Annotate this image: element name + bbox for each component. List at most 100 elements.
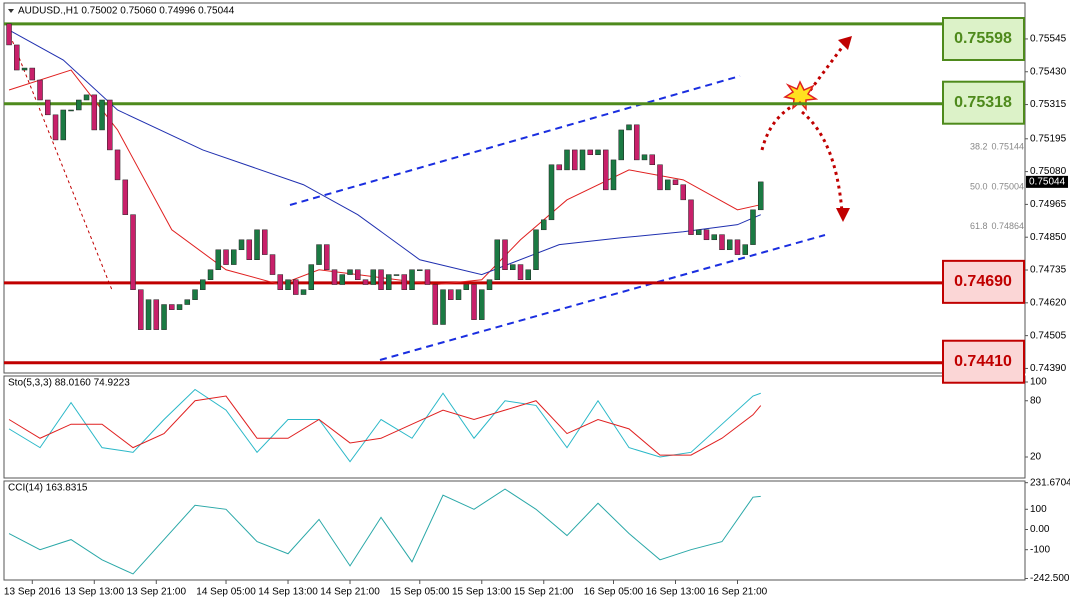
candle xyxy=(285,279,291,290)
candle xyxy=(83,94,90,101)
candle xyxy=(145,299,152,330)
level-box xyxy=(942,339,1025,384)
x-tick-label: 14 Sep 21:00 xyxy=(320,587,380,598)
candle xyxy=(579,149,586,171)
arrow-head xyxy=(838,36,852,50)
arrow-path xyxy=(760,102,797,151)
candle xyxy=(331,269,338,285)
arrow-head xyxy=(836,208,850,222)
candle xyxy=(510,264,516,270)
candle xyxy=(633,124,640,161)
chart-title: AUDUSD.,H1 0.75002 0.75060 0.74996 0.750… xyxy=(18,6,235,17)
y-tick-label: 0.74735 xyxy=(1030,265,1067,276)
y-tick-label: 100 xyxy=(1030,377,1047,388)
y-tick-label: 0.00 xyxy=(1030,524,1050,535)
candle xyxy=(254,229,260,260)
candle xyxy=(308,264,315,290)
candle xyxy=(37,79,43,101)
candle xyxy=(626,124,632,131)
candle xyxy=(269,254,276,275)
candle xyxy=(424,269,431,285)
candle xyxy=(657,164,663,191)
candle xyxy=(517,264,524,280)
fib-price: 0.74864 xyxy=(992,222,1025,232)
candle xyxy=(277,274,284,290)
y-tick-label: 100 xyxy=(1030,504,1047,515)
candle xyxy=(378,269,384,290)
moving-average xyxy=(8,29,761,276)
candle xyxy=(556,164,563,171)
indicator-line xyxy=(8,395,762,456)
y-tick-label: 0.74390 xyxy=(1030,363,1067,374)
candle xyxy=(215,249,222,270)
fib-label: 50.0 0.75004 xyxy=(970,182,1024,192)
candle xyxy=(122,179,129,215)
candle xyxy=(316,244,322,265)
candle xyxy=(448,289,454,300)
candle xyxy=(300,289,307,295)
candle xyxy=(107,99,113,151)
level-label: 0.75318 xyxy=(954,94,1012,111)
candle xyxy=(564,149,570,171)
candle xyxy=(649,154,655,166)
candle xyxy=(60,109,67,141)
candle xyxy=(207,269,214,280)
candle xyxy=(91,94,98,131)
candle xyxy=(541,219,547,231)
candle xyxy=(362,279,369,285)
price-tag-label: 0.75044 xyxy=(1029,177,1066,188)
arrow-up xyxy=(804,41,848,97)
candle xyxy=(138,289,144,330)
candle xyxy=(572,149,578,171)
annotations xyxy=(7,9,852,361)
y-tick-label: 0.74850 xyxy=(1030,232,1067,243)
fib-ratio: 61.8 xyxy=(970,222,988,232)
fib-label: 61.8 0.74864 xyxy=(970,222,1024,232)
level-label: 0.74690 xyxy=(954,273,1012,290)
candle xyxy=(432,284,439,325)
candle xyxy=(618,129,624,161)
y-tick-label: 0.75195 xyxy=(1030,133,1067,144)
candle xyxy=(734,239,741,255)
candle xyxy=(192,289,198,300)
candle xyxy=(153,299,160,330)
y-tick-label: 231.6704 xyxy=(1030,477,1070,488)
candle xyxy=(324,244,330,270)
level-box xyxy=(942,259,1025,304)
candle xyxy=(742,244,748,255)
y-tick-label: 0.74965 xyxy=(1030,199,1067,210)
y-tick-label: 80 xyxy=(1030,395,1042,406)
fib-price: 0.75004 xyxy=(992,182,1025,192)
candle xyxy=(494,239,501,280)
candle xyxy=(455,289,462,300)
candle xyxy=(726,239,733,251)
candle xyxy=(750,209,756,245)
candle xyxy=(347,269,353,275)
y-tick-label: 20 xyxy=(1030,452,1042,463)
y-tick-label: 0.75545 xyxy=(1030,34,1067,45)
x-tick-label: 13 Sep 13:00 xyxy=(65,587,125,598)
candle xyxy=(595,149,601,156)
fib-price: 0.75144 xyxy=(992,142,1025,152)
candle xyxy=(486,279,493,290)
candle xyxy=(587,149,594,156)
candle xyxy=(757,181,764,211)
level-box xyxy=(942,80,1025,125)
candle xyxy=(262,229,268,255)
candle xyxy=(672,179,679,185)
candle xyxy=(231,249,237,265)
candle xyxy=(688,199,694,235)
candle xyxy=(21,67,28,71)
candle xyxy=(548,164,555,221)
candle xyxy=(719,234,725,251)
x-tick-label: 15 Sep 21:00 xyxy=(514,587,574,598)
candle xyxy=(29,67,36,81)
candle xyxy=(603,149,609,191)
menu-arrow xyxy=(8,9,14,13)
x-tick-label: 13 Sep 2016 xyxy=(4,587,61,598)
candle xyxy=(130,214,136,290)
candle xyxy=(471,284,477,320)
level-box xyxy=(942,17,1025,61)
candle xyxy=(355,269,361,280)
candle xyxy=(463,284,470,290)
